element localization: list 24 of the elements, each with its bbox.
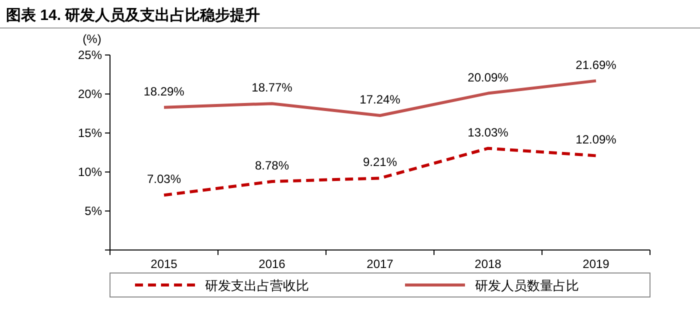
- y-tick-label: 5%: [84, 204, 102, 218]
- x-tick-label: 2017: [366, 257, 394, 271]
- data-label: 13.03%: [468, 125, 509, 140]
- x-tick-label: 2018: [474, 257, 502, 271]
- y-tick-label: 20%: [78, 87, 102, 101]
- x-tick-label: 2015: [150, 257, 178, 271]
- data-label: 20.09%: [468, 70, 509, 84]
- data-label: 12.09%: [576, 132, 617, 147]
- data-label: 9.21%: [362, 155, 398, 170]
- data-label: 17.24%: [360, 92, 401, 107]
- x-tick-label: 2016: [258, 257, 286, 271]
- chart-title: 图表 14. 研发人员及支出占比稳步提升: [6, 7, 260, 24]
- data-label: 8.78%: [254, 158, 290, 173]
- legend-label: 研发支出占营收比: [205, 278, 309, 293]
- data-label: 18.77%: [252, 80, 293, 95]
- y-tick-label: 10%: [78, 165, 102, 179]
- data-label: 21.69%: [576, 58, 617, 72]
- y-tick-label: 15%: [78, 126, 102, 140]
- legend-label: 研发人员数量占比: [475, 278, 579, 293]
- data-label: 18.29%: [144, 84, 185, 98]
- x-tick-label: 2019: [582, 257, 610, 271]
- y-axis-title: (%): [82, 32, 102, 46]
- data-label: 7.03%: [146, 172, 182, 186]
- y-tick-label: 25%: [78, 48, 102, 62]
